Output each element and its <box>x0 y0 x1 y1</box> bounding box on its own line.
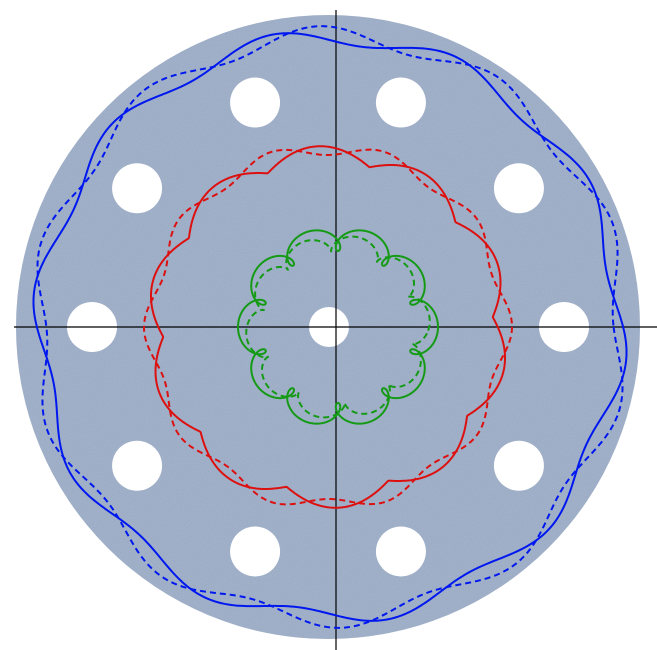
trajectory-curves <box>32 25 628 629</box>
dust-hole <box>493 440 544 491</box>
dust-hole <box>112 163 163 214</box>
dust-hole <box>230 526 281 577</box>
dust-hole <box>230 77 281 128</box>
dust-hole <box>375 77 426 128</box>
inner-green-curve <box>237 229 439 425</box>
middle-red-curve-dashed <box>143 148 513 506</box>
outer-blue-curve-dashed <box>36 25 624 629</box>
axes <box>14 10 657 650</box>
dust-hole <box>112 440 163 491</box>
dust-hole <box>375 526 426 577</box>
outer-blue-curve <box>32 32 628 622</box>
inner-green-curve-dashed <box>245 235 431 419</box>
dust-hole <box>493 163 544 214</box>
